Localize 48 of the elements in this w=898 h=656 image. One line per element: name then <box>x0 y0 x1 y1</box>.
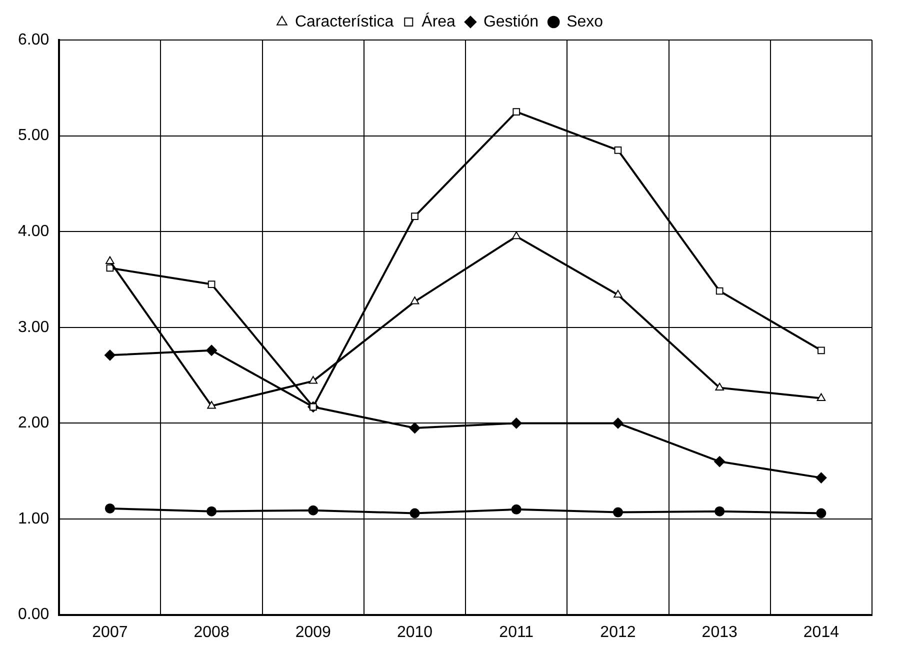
y-tick-label: 2.00 <box>18 414 50 432</box>
x-tick-label: 2008 <box>194 624 230 641</box>
x-tick-label: 2010 <box>396 624 433 641</box>
point <box>206 344 218 356</box>
y-tick-label: 3.00 <box>18 318 50 336</box>
point <box>308 376 318 384</box>
y-tick-label: 5.00 <box>18 127 50 144</box>
legend-label: Sexo <box>566 13 604 30</box>
point <box>104 503 115 514</box>
point <box>511 504 522 514</box>
x-tick-label: 2012 <box>600 624 636 641</box>
y-tick-label: 0.00 <box>18 606 50 624</box>
x-tick-label: 2007 <box>92 624 128 641</box>
point <box>715 382 724 391</box>
point <box>512 108 520 116</box>
point <box>410 296 420 304</box>
y-tick-label: 6.00 <box>18 31 50 48</box>
point <box>818 346 825 354</box>
x-tick-label: 2014 <box>803 624 840 641</box>
point <box>308 505 318 516</box>
y-tick-label: 1.00 <box>18 510 50 528</box>
point <box>614 290 622 298</box>
y-tick-label: 4.00 <box>18 223 50 240</box>
x-tick-label: 2013 <box>702 624 738 641</box>
point <box>208 280 216 288</box>
point <box>612 418 624 429</box>
point <box>106 256 114 264</box>
point <box>816 472 827 484</box>
point <box>409 422 420 434</box>
point <box>816 393 826 402</box>
point <box>816 508 826 518</box>
x-tick-label: 2009 <box>295 624 332 641</box>
legend-label: Área <box>422 12 456 30</box>
point <box>510 418 522 429</box>
point <box>104 350 116 361</box>
point <box>716 287 724 295</box>
legend-label: Característica <box>294 13 394 30</box>
point <box>410 508 420 518</box>
point <box>714 506 725 516</box>
point <box>512 231 521 240</box>
x-tick-label: 2011 <box>499 624 534 641</box>
point <box>714 456 726 468</box>
point <box>614 146 622 154</box>
point <box>612 507 623 518</box>
legend-label: Gestión <box>483 13 539 30</box>
point <box>207 400 216 409</box>
point <box>206 506 217 516</box>
point <box>411 212 418 220</box>
